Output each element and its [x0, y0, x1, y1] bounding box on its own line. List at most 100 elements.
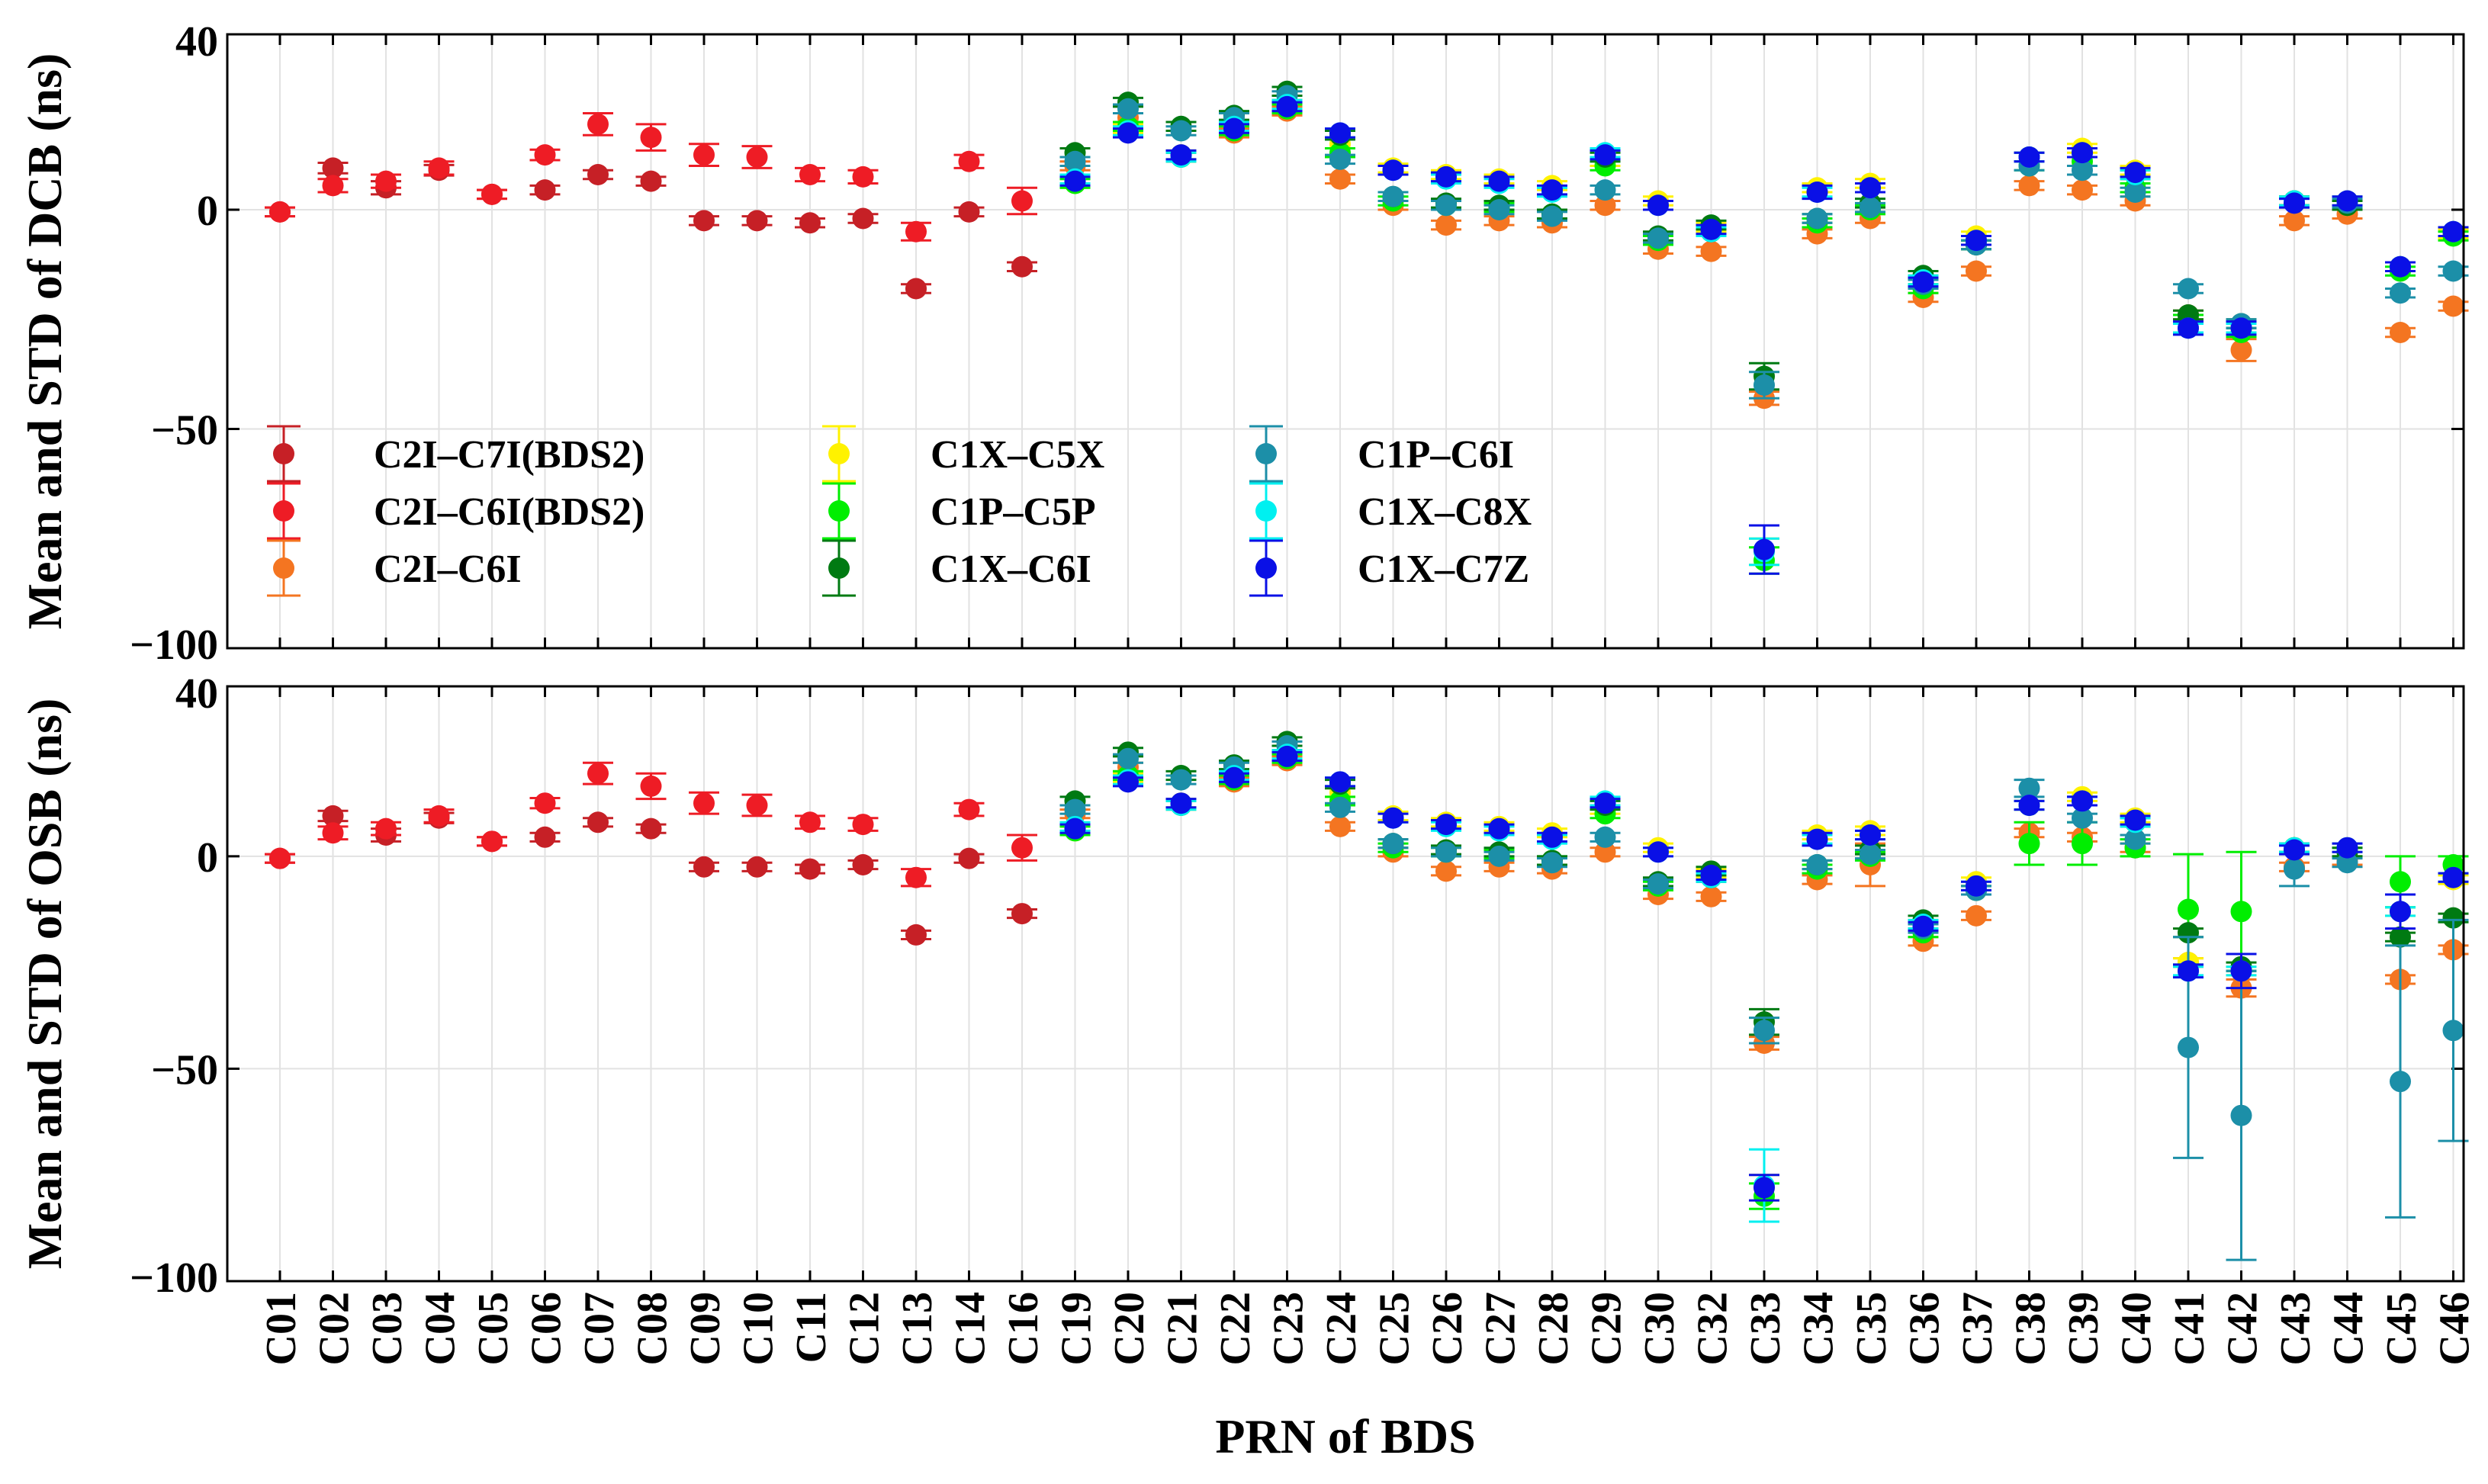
data-point: [1912, 271, 1934, 293]
data-point: [1753, 1177, 1775, 1199]
data-point: [1382, 833, 1404, 855]
x-tick-label: C05: [470, 1292, 517, 1365]
data-point: [322, 822, 344, 844]
data-point: [2284, 858, 2305, 880]
legend-label: C1X–C8X: [1358, 490, 1532, 534]
legend-marker: [1255, 500, 1277, 522]
data-point: [1860, 177, 1881, 199]
legend-label: C1X–C5X: [931, 433, 1104, 477]
data-point: [1276, 95, 1298, 117]
data-point: [1966, 904, 1987, 927]
legend-label: C1P–C6I: [1358, 433, 1514, 477]
data-point: [428, 157, 450, 179]
data-point: [799, 164, 821, 185]
legend: C2I–C7I(BDS2) C2I–C6I(BDS2) C2I–C6I C1X–C5X…: [267, 425, 1532, 597]
x-tick-label: C20: [1106, 1292, 1153, 1365]
data-point: [1170, 144, 1192, 166]
data-point: [2124, 828, 2146, 850]
x-tick-label: C13: [894, 1292, 941, 1365]
x-tick-label: C04: [417, 1292, 464, 1365]
data-point: [2230, 339, 2252, 361]
data-point: [269, 847, 291, 869]
x-tick-label: C06: [523, 1292, 571, 1365]
data-point: [2072, 790, 2093, 812]
y-tick-label: −100: [130, 1254, 218, 1302]
data-point: [852, 165, 874, 188]
data-point: [587, 164, 609, 185]
data-point: [587, 763, 609, 785]
data-point: [1435, 814, 1457, 836]
legend-marker: [273, 443, 294, 464]
x-tick-label: C12: [841, 1292, 889, 1365]
data-point: [958, 150, 980, 172]
data-point: [2442, 866, 2464, 888]
y-tick-label: 0: [197, 188, 218, 235]
legend-label: C2I–C7I(BDS2): [374, 433, 645, 477]
data-point: [1753, 374, 1775, 396]
x-tick-label: C29: [1583, 1292, 1631, 1365]
data-point: [1806, 828, 1828, 850]
data-point: [693, 856, 715, 878]
data-point: [1860, 197, 1881, 219]
x-tick-label: C07: [576, 1292, 623, 1365]
data-point: [375, 817, 397, 840]
plot-frame: [226, 685, 2465, 1283]
data-point: [2018, 146, 2040, 168]
data-point: [1435, 860, 1457, 882]
y-tick-label: −50: [151, 407, 218, 455]
data-point: [905, 278, 927, 300]
x-tick-label: C33: [1742, 1292, 1789, 1365]
data-point: [958, 798, 980, 821]
data-point: [1064, 798, 1086, 821]
x-tick-label: C32: [1689, 1292, 1737, 1365]
x-tick-label: C09: [682, 1292, 729, 1365]
data-point: [1435, 841, 1457, 863]
data-point: [1011, 255, 1033, 278]
data-point: [640, 127, 662, 149]
data-point: [1170, 120, 1192, 142]
data-point: [1966, 875, 1987, 897]
data-point: [2230, 317, 2252, 339]
y-tick-label: 40: [175, 670, 218, 718]
data-point: [746, 856, 768, 878]
data-point: [2178, 960, 2199, 982]
data-point: [2072, 159, 2093, 181]
y-tick-label: 40: [175, 18, 218, 66]
x-tick-label: C43: [2272, 1292, 2319, 1365]
x-tick-label: C34: [1795, 1292, 1843, 1365]
y-tick-label: −100: [130, 622, 218, 669]
data-point: [2390, 871, 2411, 893]
data-point: [1700, 864, 1722, 886]
x-tick-label: C45: [2378, 1292, 2425, 1365]
x-tick-label: C42: [2220, 1292, 2267, 1365]
data-point: [2336, 852, 2358, 874]
data-point: [958, 201, 980, 223]
legend-label: C1P–C5P: [931, 490, 1096, 534]
y-axis-title: Mean and STD of DCB (ns): [18, 53, 72, 630]
data-point: [1435, 165, 1457, 188]
data-point: [2018, 175, 2040, 197]
x-tick-label: C46: [2432, 1292, 2479, 1365]
data-point: [746, 210, 768, 232]
data-point: [799, 212, 821, 234]
data-point: [1753, 538, 1775, 561]
data-point: [1117, 771, 1139, 793]
x-tick-label: C14: [947, 1292, 995, 1365]
data-point: [2230, 1104, 2252, 1126]
data-point: [1541, 205, 1563, 227]
x-tick-label: C11: [788, 1292, 835, 1363]
data-point: [799, 858, 821, 880]
x-tick-label: C39: [2060, 1292, 2107, 1365]
x-tick-label: C44: [2326, 1292, 2373, 1365]
x-tick-label: C10: [735, 1292, 783, 1365]
data-point: [2178, 317, 2199, 339]
data-point: [1541, 826, 1563, 848]
data-point: [2018, 833, 2040, 855]
data-point: [1329, 168, 1351, 190]
x-tick-label: C35: [1848, 1292, 1895, 1365]
legend-marker: [1255, 557, 1277, 579]
panel-dcb: 40 0 −50 −100 Mean and STD of DCB (ns) C2I–C7…: [18, 18, 2469, 669]
data-point: [1753, 1020, 1775, 1042]
x-tick-label: C41: [2166, 1292, 2213, 1365]
data-point: [1594, 194, 1616, 217]
